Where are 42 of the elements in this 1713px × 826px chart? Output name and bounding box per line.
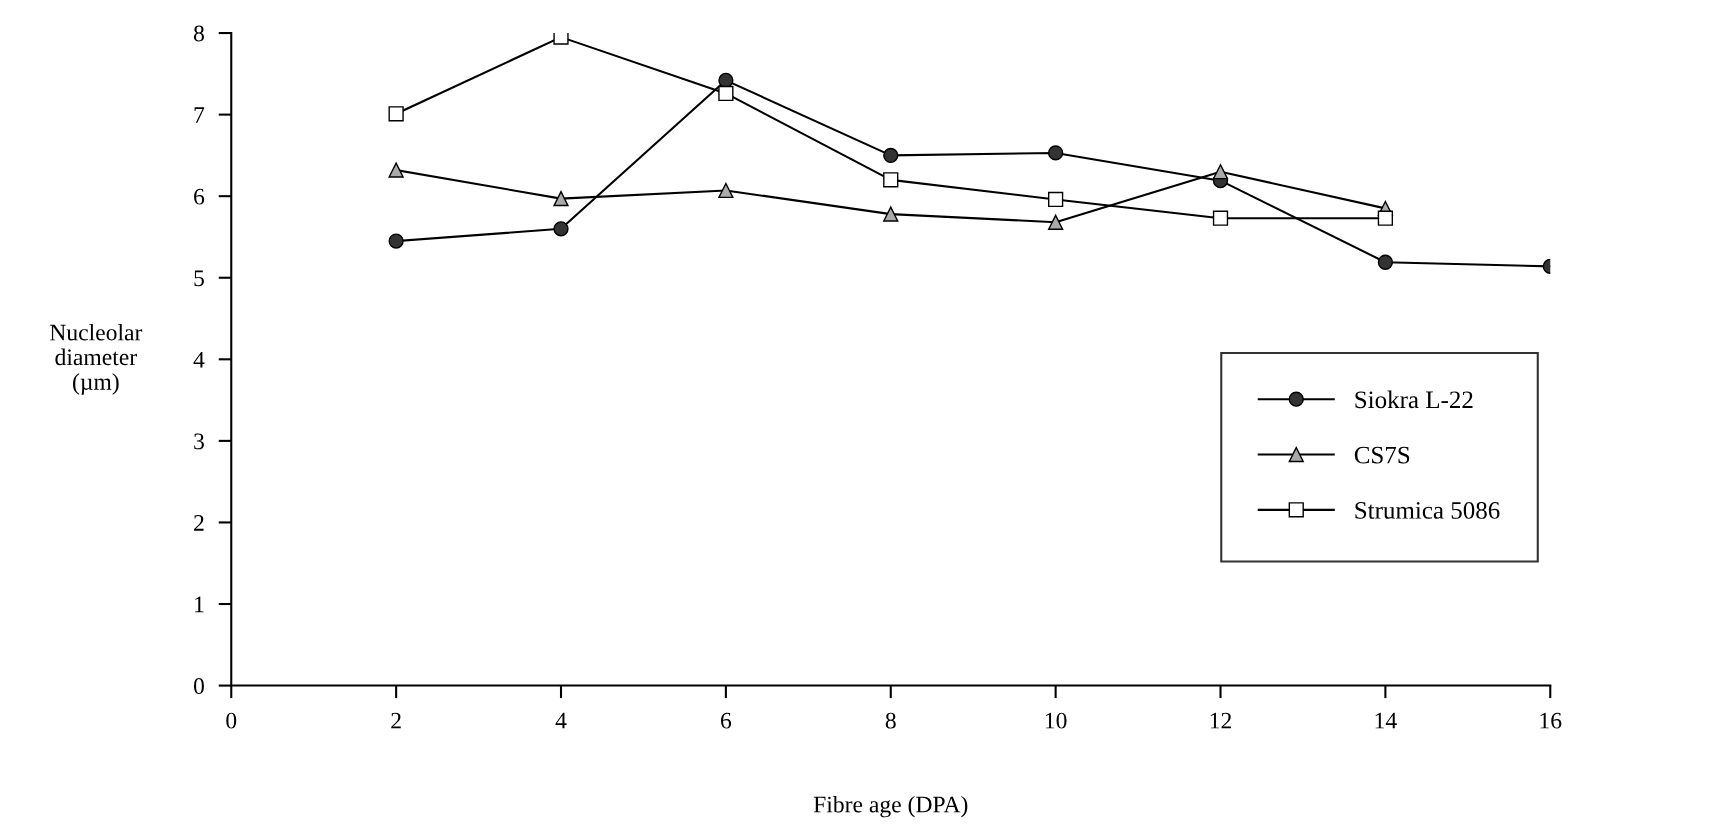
point — [553, 190, 569, 207]
point — [388, 233, 404, 249]
point — [883, 147, 899, 164]
x-tick-label: 2 — [391, 712, 401, 729]
point — [718, 85, 734, 102]
point — [1047, 145, 1064, 161]
y-tick-label: 7 — [194, 107, 205, 123]
point — [883, 172, 899, 188]
y-axis-title: Nucleolar diameter (µm) — [49, 323, 143, 395]
point — [388, 106, 404, 122]
y-tick-label: 1 — [195, 596, 204, 613]
point — [1212, 164, 1229, 180]
y-tick-label: 0 — [193, 678, 204, 694]
point — [1377, 210, 1394, 226]
point — [883, 206, 899, 222]
y-tick-label: 4 — [193, 351, 205, 368]
point — [1212, 210, 1229, 226]
y-tick-label: 3 — [194, 433, 204, 450]
x-tick-label: 0 — [226, 712, 237, 729]
point — [718, 72, 734, 88]
point — [1377, 254, 1394, 270]
legend-label: Siokra L-22 — [1355, 390, 1473, 409]
legend-label: Strumica 5086 — [1355, 501, 1500, 519]
point — [553, 221, 569, 237]
point — [718, 182, 734, 199]
legend-label: CS7S — [1354, 446, 1410, 464]
y-tick-label: 8 — [193, 25, 204, 42]
x-tick-label: 16 — [1540, 712, 1562, 729]
x-axis-title: Fibre age (DPA) — [813, 795, 968, 818]
point — [1047, 214, 1064, 230]
point — [1047, 191, 1064, 208]
y-tick-label: 5 — [194, 270, 204, 287]
x-tick-label: 8 — [885, 712, 896, 729]
x-tick-label: 4 — [555, 712, 567, 729]
y-tick-label: 6 — [194, 188, 205, 205]
x-tick-label: 12 — [1210, 712, 1232, 729]
x-tick-label: 14 — [1375, 712, 1397, 729]
point — [388, 162, 404, 178]
x-tick-label: 10 — [1045, 712, 1067, 729]
point — [553, 33, 569, 45]
y-tick-label: 2 — [194, 515, 204, 531]
x-tick-label: 6 — [721, 712, 732, 729]
